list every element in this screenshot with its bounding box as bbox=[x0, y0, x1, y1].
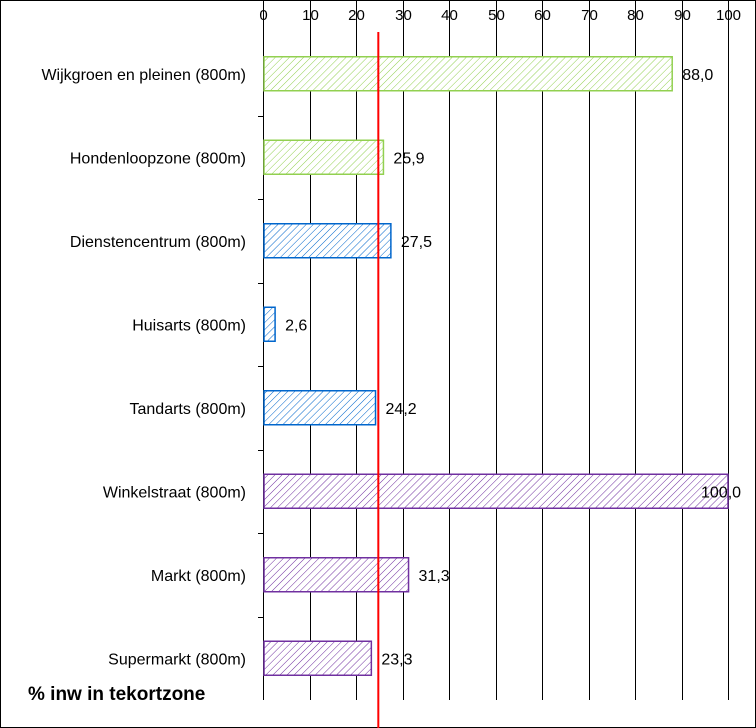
category-labels: Wijkgroen en pleinen (800m) Hondenloopzon… bbox=[41, 67, 246, 669]
x-tick-label: 0 bbox=[259, 7, 267, 24]
data-label: 25,9 bbox=[393, 150, 424, 167]
category-label: Winkelstraat (800m) bbox=[103, 484, 246, 501]
x-tick-label: 50 bbox=[488, 7, 505, 24]
bar bbox=[263, 473, 729, 509]
bar bbox=[263, 223, 392, 259]
x-tick-label: 80 bbox=[627, 7, 644, 24]
value-labels: 88,0 25,9 27,5 2,6 24,2 100,0 31,3 23,3 bbox=[285, 67, 741, 669]
x-tick-label: 60 bbox=[534, 7, 551, 24]
category-label: Supermarkt (800m) bbox=[108, 651, 246, 668]
x-tick-label: 90 bbox=[674, 7, 691, 24]
bar bbox=[263, 557, 410, 593]
data-label: 27,5 bbox=[401, 234, 432, 251]
data-label: 31,3 bbox=[419, 568, 450, 585]
bar bbox=[263, 56, 673, 92]
x-tick-label: 100 bbox=[716, 7, 741, 24]
footer-label: % inw in tekortzone bbox=[28, 684, 205, 705]
category-label: Dienstencentrum (800m) bbox=[70, 234, 246, 251]
data-label: 88,0 bbox=[682, 67, 713, 84]
category-label: Huisarts (800m) bbox=[132, 317, 246, 334]
bars bbox=[263, 56, 729, 676]
data-label: 2,6 bbox=[285, 317, 307, 334]
x-tick-label: 20 bbox=[348, 7, 365, 24]
bar bbox=[263, 390, 377, 426]
data-label: 23,3 bbox=[381, 651, 412, 668]
category-label: Markt (800m) bbox=[151, 568, 246, 585]
category-label: Tandarts (800m) bbox=[130, 401, 247, 418]
x-tick-label: 70 bbox=[581, 7, 598, 24]
x-tick-label: 40 bbox=[441, 7, 458, 24]
bar bbox=[263, 139, 385, 175]
x-tick-label: 30 bbox=[395, 7, 412, 24]
x-axis-ticks: 0 10 20 30 40 50 60 70 80 90 100 bbox=[258, 7, 741, 618]
bar bbox=[263, 640, 373, 676]
data-label: 100,0 bbox=[701, 484, 741, 501]
x-tick-label: 10 bbox=[302, 7, 319, 24]
category-label: Wijkgroen en pleinen (800m) bbox=[41, 67, 246, 84]
data-label: 24,2 bbox=[386, 401, 417, 418]
bar bbox=[263, 306, 276, 342]
category-label: Hondenloopzone (800m) bbox=[70, 150, 246, 167]
